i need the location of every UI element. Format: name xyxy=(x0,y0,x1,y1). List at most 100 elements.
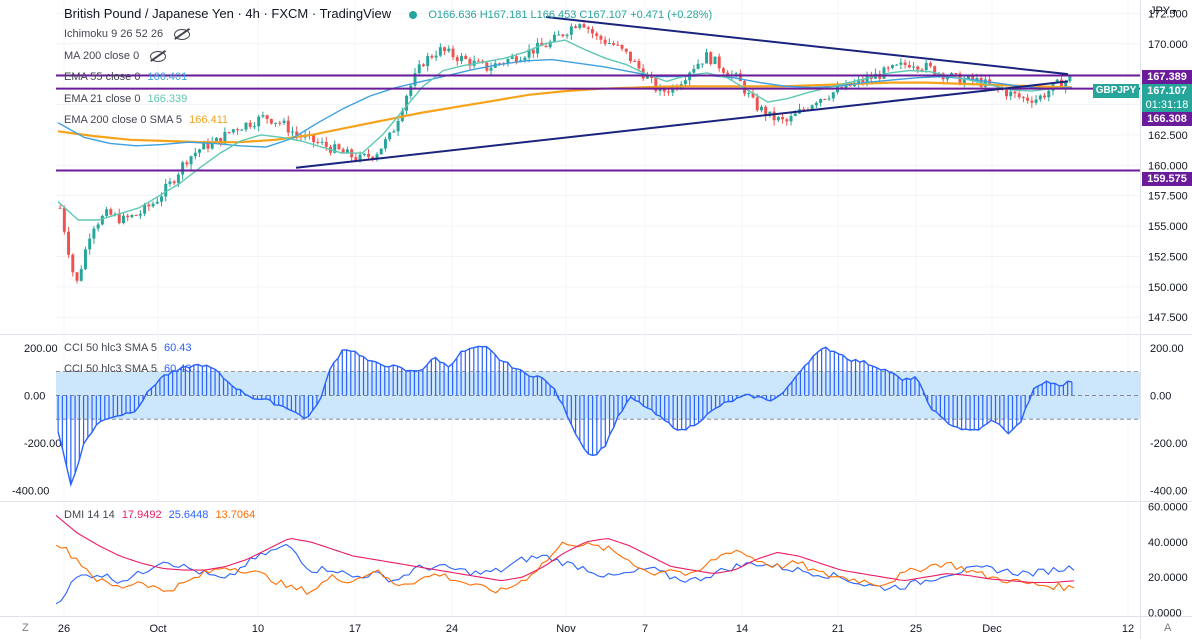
candle-body xyxy=(945,77,949,80)
candle-body xyxy=(219,137,223,144)
candle-body xyxy=(92,228,96,239)
legend-cci-2[interactable]: CCI 50 hlc3 SMA 5 60.43 xyxy=(64,362,192,376)
candle-body xyxy=(696,63,700,69)
candle-body xyxy=(358,154,362,161)
candle-body xyxy=(185,162,189,165)
candle-body xyxy=(498,63,501,65)
ema200-line xyxy=(57,81,1073,144)
candle-body xyxy=(240,129,244,131)
candle-body xyxy=(713,56,717,65)
candle-body xyxy=(476,60,480,62)
cci-left-tick-label: 0.00 xyxy=(24,390,45,402)
candle-body xyxy=(1013,91,1017,94)
candle-body xyxy=(552,34,556,42)
candle-body xyxy=(734,73,738,75)
candle-body xyxy=(975,77,979,81)
candle-body xyxy=(823,98,827,100)
candle-body xyxy=(557,34,561,36)
candle-body xyxy=(274,122,278,124)
cci-left-tick-label: 200.00 xyxy=(24,343,58,355)
time-tick-label: 10 xyxy=(252,623,264,635)
candle-body xyxy=(781,117,785,120)
cci-right-tick-label: 0.00 xyxy=(1150,390,1171,402)
candle-body xyxy=(1047,90,1051,98)
candle-body xyxy=(612,43,616,45)
candle-body xyxy=(565,34,569,37)
candle-body xyxy=(544,45,548,48)
candle-body xyxy=(802,109,806,111)
candle-body xyxy=(341,149,345,153)
symbol-title[interactable]: British Pound / Japanese Yen · 4h · FXCM… xyxy=(64,6,392,21)
candle-body xyxy=(193,152,197,157)
price-tick-label: 160.000 xyxy=(1148,160,1188,172)
candle-body xyxy=(1068,76,1072,82)
candle-body xyxy=(214,137,218,142)
price-tick-label: 147.500 xyxy=(1148,312,1188,324)
candle-body xyxy=(257,116,261,127)
candle-body xyxy=(176,174,180,184)
time-tick-label: 26 xyxy=(58,623,70,635)
support-level-badge: 159.575 xyxy=(1142,172,1192,186)
price-tick-label: 162.500 xyxy=(1148,130,1188,142)
dmi-tick-label: 40.0000 xyxy=(1148,537,1188,549)
candle-body xyxy=(295,131,299,136)
candle-body xyxy=(548,41,552,48)
dmi-adx-value: 13.7064 xyxy=(215,509,256,521)
legend-ema21[interactable]: EMA 21 close 0 166.339 xyxy=(64,92,187,106)
candle-body xyxy=(844,82,848,90)
candle-body xyxy=(244,122,248,130)
legend-dmi[interactable]: DMI 14 14 17.9492 25.6448 13.7064 xyxy=(64,508,255,522)
candle-body xyxy=(890,64,894,69)
ohlc-values: O166.636 H167.181 L166.453 C167.107 +0.4… xyxy=(428,9,713,21)
price-tick-label: 170.000 xyxy=(1148,39,1188,51)
candle-body xyxy=(916,66,920,70)
candle-body xyxy=(510,56,514,59)
candle-body xyxy=(683,80,687,85)
hidden-eye-icon[interactable] xyxy=(174,28,191,40)
candle-body xyxy=(654,77,658,91)
candle-body xyxy=(827,98,831,100)
currency-label[interactable]: JPY ▾ xyxy=(1150,5,1177,17)
candle-body xyxy=(371,156,375,159)
legend-ichimoku[interactable]: Ichimoku 9 26 52 26 xyxy=(64,27,191,41)
candle-body xyxy=(1009,91,1013,97)
candle-body xyxy=(88,238,92,250)
candle-body xyxy=(789,116,793,122)
legend-cci-1[interactable]: CCI 50 hlc3 SMA 5 60.43 xyxy=(64,341,192,355)
candle-body xyxy=(312,134,316,143)
cci-line xyxy=(57,345,1072,487)
legend-ema55[interactable]: EMA 55 close 0 166.401 xyxy=(64,70,187,84)
ema55-value: 166.401 xyxy=(147,71,188,83)
dmi-plus-value: 17.9492 xyxy=(121,509,162,521)
price-tick-label: 155.000 xyxy=(1148,221,1188,233)
candle-body xyxy=(629,51,632,62)
time-tick-label: 7 xyxy=(642,623,648,635)
cci-right-tick-label: -200.00 xyxy=(1150,438,1187,450)
candle-body xyxy=(460,55,463,62)
auto-scale-button[interactable]: A xyxy=(1164,622,1172,634)
candle-body xyxy=(117,213,121,224)
candle-body xyxy=(168,181,172,184)
cci-label: CCI 50 hlc3 SMA 5 xyxy=(64,363,157,375)
hidden-eye-icon[interactable] xyxy=(150,50,167,62)
candle-body xyxy=(624,48,628,52)
candle-body xyxy=(430,55,434,58)
legend-ma200[interactable]: MA 200 close 0 xyxy=(64,49,167,63)
candle-body xyxy=(1064,81,1068,89)
lower-trendline xyxy=(295,80,1069,169)
dmi-tick-label: 60.0000 xyxy=(1148,502,1188,514)
candle-body xyxy=(443,47,447,52)
cci-label: CCI 50 hlc3 SMA 5 xyxy=(64,342,157,354)
candle-body xyxy=(912,66,916,68)
candle-body xyxy=(645,75,649,79)
candle-body xyxy=(709,52,713,65)
timezone-button[interactable]: Z xyxy=(22,622,29,634)
ema200-label: EMA 200 close 0 SMA 5 xyxy=(64,114,183,126)
time-tick-label: 12 xyxy=(1122,623,1134,635)
legend-ema200[interactable]: EMA 200 close 0 SMA 5 166.411 xyxy=(64,113,228,127)
last-price-badge: 167.107 xyxy=(1142,84,1192,98)
candle-body xyxy=(434,55,438,58)
candle-body xyxy=(164,183,168,197)
candle-body xyxy=(71,254,75,273)
